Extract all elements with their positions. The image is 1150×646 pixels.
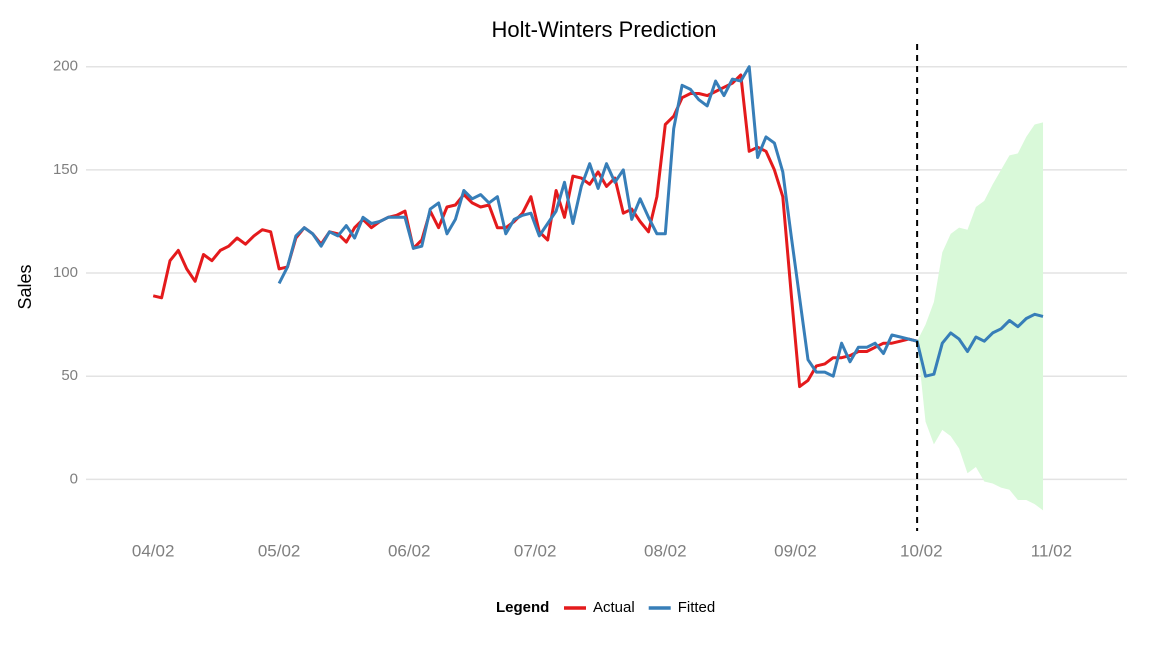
y-axis-label: Sales bbox=[15, 264, 35, 309]
legend-label: Actual bbox=[593, 599, 635, 616]
legend-title: Legend bbox=[496, 599, 549, 616]
x-tick-label: 04/02 bbox=[132, 541, 175, 560]
y-tick-label: 150 bbox=[53, 161, 78, 178]
x-tick-label: 05/02 bbox=[258, 541, 301, 560]
x-tick-label: 08/02 bbox=[644, 541, 687, 560]
x-tick-label: 07/02 bbox=[514, 541, 557, 560]
y-tick-label: 200 bbox=[53, 58, 78, 75]
x-tick-label: 06/02 bbox=[388, 541, 431, 560]
y-tick-label: 100 bbox=[53, 264, 78, 281]
series-line bbox=[152, 73, 918, 389]
x-tick-label: 11/02 bbox=[1031, 541, 1072, 560]
x-tick-label: 10/02 bbox=[900, 541, 943, 560]
x-tick-label: 09/02 bbox=[774, 541, 817, 560]
forecast-band bbox=[917, 122, 1044, 511]
legend-label: Fitted bbox=[678, 599, 716, 616]
series-line bbox=[277, 65, 1044, 378]
y-tick-label: 0 bbox=[70, 470, 78, 487]
chart-title: Holt-Winters Prediction bbox=[492, 17, 717, 42]
y-tick-label: 50 bbox=[61, 367, 78, 384]
